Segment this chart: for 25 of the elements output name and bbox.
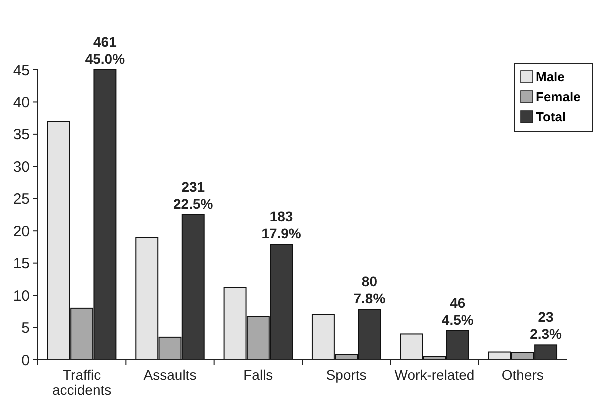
legend-label: Female xyxy=(536,90,581,105)
y-tick-label: 25 xyxy=(13,191,30,208)
data-label: 23 2.3% xyxy=(530,309,563,342)
x-tick-label: Falls xyxy=(244,367,274,383)
y-tick-label: 0 xyxy=(22,352,30,370)
data-label: 183 17.9% xyxy=(262,208,302,242)
y-tick-label: 40 xyxy=(13,94,30,112)
x-tick-label: Traffic accidents xyxy=(52,367,112,398)
x-tick-label: Sports xyxy=(326,367,367,383)
y-tick-label: 15 xyxy=(13,256,30,273)
data-label: 46 4.5% xyxy=(442,295,474,328)
x-tick-label: Others xyxy=(502,367,544,383)
x-tick-label: Work-related xyxy=(394,367,475,383)
data-label: 461 45.0% xyxy=(85,34,126,67)
y-tick-label: 30 xyxy=(13,158,30,176)
legend-label: Male xyxy=(536,70,565,85)
y-tick-label: 45 xyxy=(13,62,30,80)
y-tick-label: 35 xyxy=(13,126,30,144)
data-label: 231 22.5% xyxy=(174,179,214,212)
x-tick-label: Assaults xyxy=(144,367,197,383)
legend-label: Total xyxy=(536,110,566,125)
data-label: 80 7.8% xyxy=(354,274,386,307)
y-tick-label: 5 xyxy=(22,320,30,338)
y-tick-label: 20 xyxy=(13,223,30,240)
y-tick-label: 10 xyxy=(13,288,30,305)
